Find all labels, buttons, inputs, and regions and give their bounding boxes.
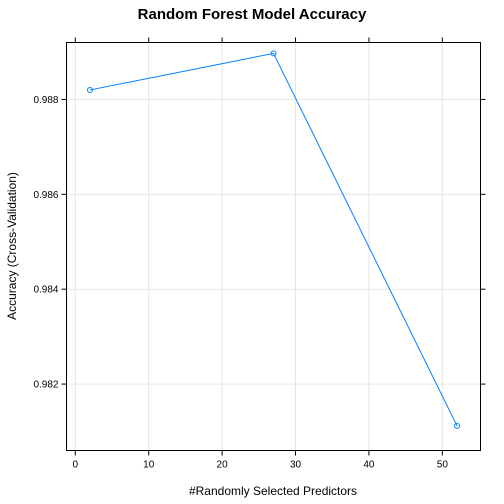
x-tick-label: 30 bbox=[290, 460, 302, 471]
y-tick-label: 0.986 bbox=[33, 190, 58, 201]
gridlines bbox=[66, 42, 481, 451]
x-tick-label: 40 bbox=[363, 460, 375, 471]
data-points bbox=[86, 50, 461, 429]
tick-labels: 0 10 20 30 40 50 0.982 0.984 0.986 0.988 bbox=[33, 95, 448, 471]
data-point bbox=[454, 422, 461, 429]
y-tick-label: 0.988 bbox=[33, 95, 58, 106]
plot-frame bbox=[66, 42, 481, 451]
x-tick-label: 20 bbox=[217, 460, 229, 471]
y-tick-label: 0.984 bbox=[33, 285, 58, 296]
data-point bbox=[270, 50, 277, 57]
axis-ticks bbox=[61, 37, 486, 456]
data-point bbox=[86, 86, 93, 93]
x-axis-label: #Randomly Selected Predictors bbox=[189, 484, 357, 498]
x-tick-label: 0 bbox=[73, 460, 79, 471]
x-tick-label: 50 bbox=[437, 460, 449, 471]
y-tick-label: 0.982 bbox=[33, 380, 58, 391]
chart-title: Random Forest Model Accuracy bbox=[138, 6, 367, 23]
x-tick-label: 10 bbox=[143, 460, 155, 471]
y-axis-label: Accuracy (Cross-Validation) bbox=[5, 172, 19, 320]
series-line bbox=[89, 52, 458, 427]
